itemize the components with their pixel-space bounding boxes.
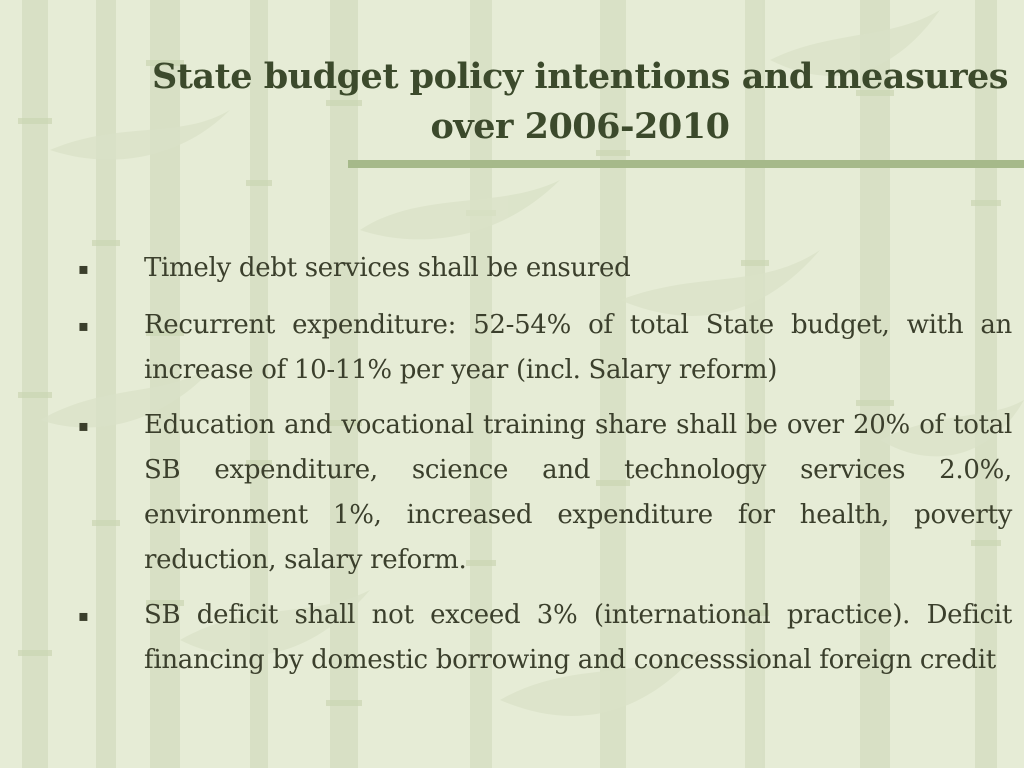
bullet-item: ▪ Timely debt services shall be ensured	[78, 246, 1012, 291]
bullet-item: ▪ Recurrent expenditure: 52-54% of total…	[78, 303, 1012, 393]
bullet-text: Timely debt services shall be ensured	[144, 253, 631, 283]
bullet-item: ▪ SB deficit shall not exceed 3% (intern…	[78, 593, 1012, 683]
square-bullet-icon: ▪	[78, 606, 89, 625]
bullet-item: ▪ Education and vocational training shar…	[78, 403, 1012, 583]
title-underline	[348, 160, 1024, 168]
slide-title: State budget policy intentions and measu…	[151, 56, 1009, 147]
bullet-list: ▪ Timely debt services shall be ensured …	[78, 246, 1012, 695]
bullet-text: Education and vocational training share …	[144, 410, 1012, 575]
bullet-text: SB deficit shall not exceed 3% (internat…	[144, 600, 1012, 675]
square-bullet-icon: ▪	[78, 316, 89, 335]
square-bullet-icon: ▪	[78, 416, 89, 435]
bullet-text: Recurrent expenditure: 52-54% of total S…	[144, 310, 1012, 385]
square-bullet-icon: ▪	[78, 259, 89, 278]
